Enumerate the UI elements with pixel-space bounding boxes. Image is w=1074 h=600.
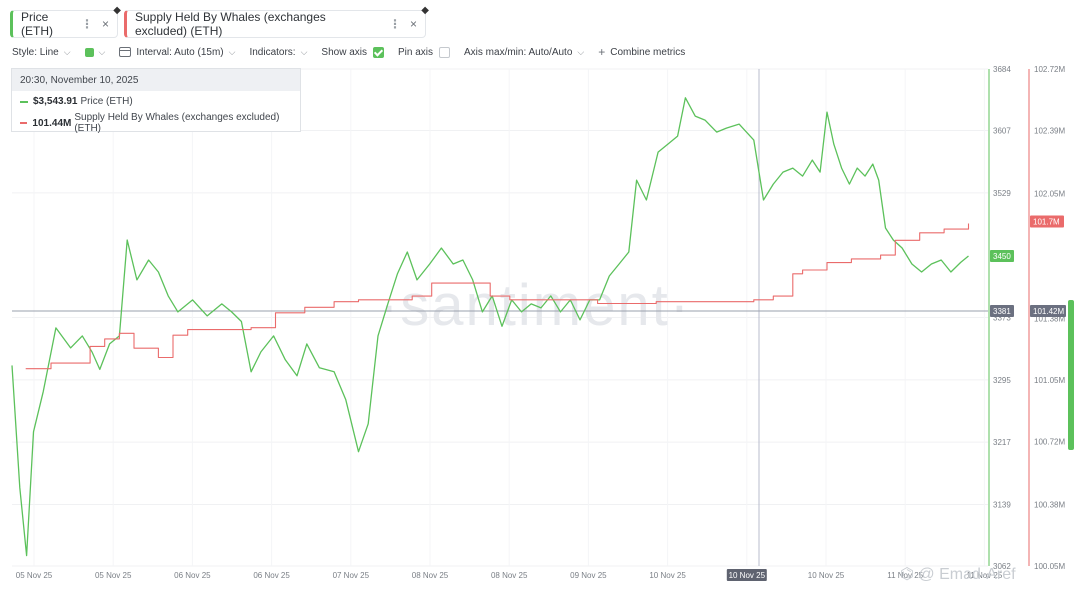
metric-chip-price[interactable]: Price (ETH) ⋮ × ◆ xyxy=(10,5,121,38)
x-tick-label: 08 Nov 25 xyxy=(412,571,449,580)
tooltip-value: 101.44M xyxy=(32,117,72,129)
price-tick-label: 3529 xyxy=(993,189,1011,198)
tooltip-label: Supply Held By Whales (exchanges exclude… xyxy=(74,112,280,134)
x-tick-label: 10 Nov 25 xyxy=(808,571,845,580)
x-tick-label: 11 Nov 25 xyxy=(966,571,1002,580)
chevron-down-icon: ⌵ xyxy=(577,46,585,57)
metric-chip-whales[interactable]: Supply Held By Whales (exchanges exclude… xyxy=(124,5,429,38)
color-swatch-icon xyxy=(84,47,94,57)
series-color-icon xyxy=(20,100,28,103)
axis-minmax-label: Axis max/min: Auto/Auto xyxy=(464,46,573,58)
price-tick-label: 3607 xyxy=(993,127,1011,136)
series-line-whales xyxy=(25,223,970,370)
price-tick-label: 3295 xyxy=(993,376,1011,385)
tooltip-row-whales: 101.44M Supply Held By Whales (exchanges… xyxy=(12,112,300,134)
price-last-value-badge: 3450 xyxy=(993,252,1011,261)
x-tick-label: 11 Nov 25 xyxy=(887,571,923,580)
price-tick-label: 3217 xyxy=(993,438,1011,447)
crosshair-whales-badge-bg xyxy=(1030,305,1066,317)
checkbox-checked-icon[interactable] xyxy=(373,46,384,58)
whales-tick-label: 101.38M xyxy=(1034,314,1065,323)
ethereum-icon: ◆ xyxy=(421,5,429,16)
x-tick-label: 08 Nov 25 xyxy=(491,571,528,580)
x-tick-label: 05 Nov 25 xyxy=(16,571,53,580)
chevron-down-icon: ⌵ xyxy=(63,46,71,57)
style-dropdown[interactable]: Style: Line ⌵ xyxy=(12,47,71,58)
indicators-label: Indicators: xyxy=(249,46,296,58)
plus-icon: + xyxy=(598,45,606,59)
checkbox-unchecked-icon[interactable] xyxy=(439,46,451,58)
whales-tick-label: 100.05M xyxy=(1034,562,1065,571)
whales-last-value-badge: 101.7M xyxy=(1033,217,1060,226)
tooltip-label: Price (ETH) xyxy=(80,96,133,107)
chart-toolbar: Style: Line ⌵ ⌵ Interval: Auto (15m) ⌵ I… xyxy=(12,44,699,60)
style-label: Style: Line xyxy=(12,46,59,58)
x-tick-label: 07 Nov 25 xyxy=(333,571,370,580)
price-tick-label: 3139 xyxy=(993,500,1011,509)
color-picker[interactable]: ⌵ xyxy=(84,46,106,58)
x-tick-label: 05 Nov 25 xyxy=(95,571,132,580)
x-tick-label: 06 Nov 25 xyxy=(253,571,290,580)
interval-label: Interval: Auto (15m) xyxy=(136,46,224,58)
combine-metrics-label: Combine metrics xyxy=(610,46,686,58)
crosshair-whales-badge: 101.42M xyxy=(1033,307,1064,316)
axis-minmax-dropdown[interactable]: Axis max/min: Auto/Auto ⌵ xyxy=(464,47,584,58)
ethereum-icon: ◆ xyxy=(113,5,121,16)
author-credit: ⌬ @ Emad-Aref xyxy=(900,566,1016,583)
tooltip-row-price: $3,543.91 Price (ETH) xyxy=(12,96,300,107)
metric-chip-label: Price (ETH) xyxy=(21,10,53,38)
price-tick-label: 3062 xyxy=(993,562,1011,571)
x-tick-label: 10 Nov 25 xyxy=(649,571,686,580)
whales-last-value-badge-bg xyxy=(1030,215,1064,228)
price-tick-label: 3684 xyxy=(993,65,1011,74)
hover-tooltip: 20:30, November 10, 2025 $3,543.91 Price… xyxy=(11,68,301,134)
combine-metrics-button[interactable]: + Combine metrics xyxy=(598,45,685,59)
x-highlight-badge xyxy=(726,569,767,581)
show-axis-toggle[interactable]: Show axis xyxy=(321,46,384,58)
tooltip-datetime: 20:30, November 10, 2025 xyxy=(12,69,300,91)
x-tick-label: 10 Nov 25 xyxy=(729,571,766,580)
price-last-value-badge-bg xyxy=(990,249,1014,262)
price-tick-label: 3373 xyxy=(993,314,1011,323)
chevron-down-icon: ⌵ xyxy=(98,46,106,57)
more-options-icon[interactable]: ⋮ xyxy=(388,17,401,31)
whales-tick-label: 100.72M xyxy=(1034,437,1065,446)
calendar-icon xyxy=(119,47,132,57)
whales-tick-label: 101.05M xyxy=(1034,376,1065,385)
close-icon[interactable]: × xyxy=(409,17,417,31)
whales-tick-label: 102.05M xyxy=(1034,190,1065,199)
x-tick-label: 09 Nov 25 xyxy=(570,571,607,580)
series-color-icon xyxy=(20,122,28,124)
close-icon[interactable]: × xyxy=(101,17,109,31)
whales-tick-label: 102.72M xyxy=(1034,65,1065,74)
whales-tick-label: 100.38M xyxy=(1034,501,1065,510)
x-tick-label: 06 Nov 25 xyxy=(174,571,211,580)
metric-chip-label: Supply Held By Whales (exchanges exclude… xyxy=(135,10,326,38)
crosshair-price-badge-bg xyxy=(990,305,1014,317)
show-axis-label: Show axis xyxy=(321,46,367,58)
series-line-price xyxy=(11,97,969,557)
indicators-dropdown[interactable]: Indicators: ⌵ xyxy=(249,47,307,58)
whales-tick-label: 102.39M xyxy=(1034,126,1065,135)
more-options-icon[interactable]: ⋮ xyxy=(80,17,93,31)
tooltip-value: $3,543.91 xyxy=(33,96,78,107)
interval-dropdown[interactable]: Interval: Auto (15m) ⌵ xyxy=(119,47,235,58)
chevron-down-icon: ⌵ xyxy=(300,46,308,57)
pin-axis-toggle[interactable]: Pin axis xyxy=(398,46,451,58)
scroll-handle xyxy=(1068,300,1074,450)
chevron-down-icon: ⌵ xyxy=(228,46,236,57)
pin-axis-label: Pin axis xyxy=(398,46,434,58)
crosshair-price-badge: 3381 xyxy=(993,307,1011,316)
